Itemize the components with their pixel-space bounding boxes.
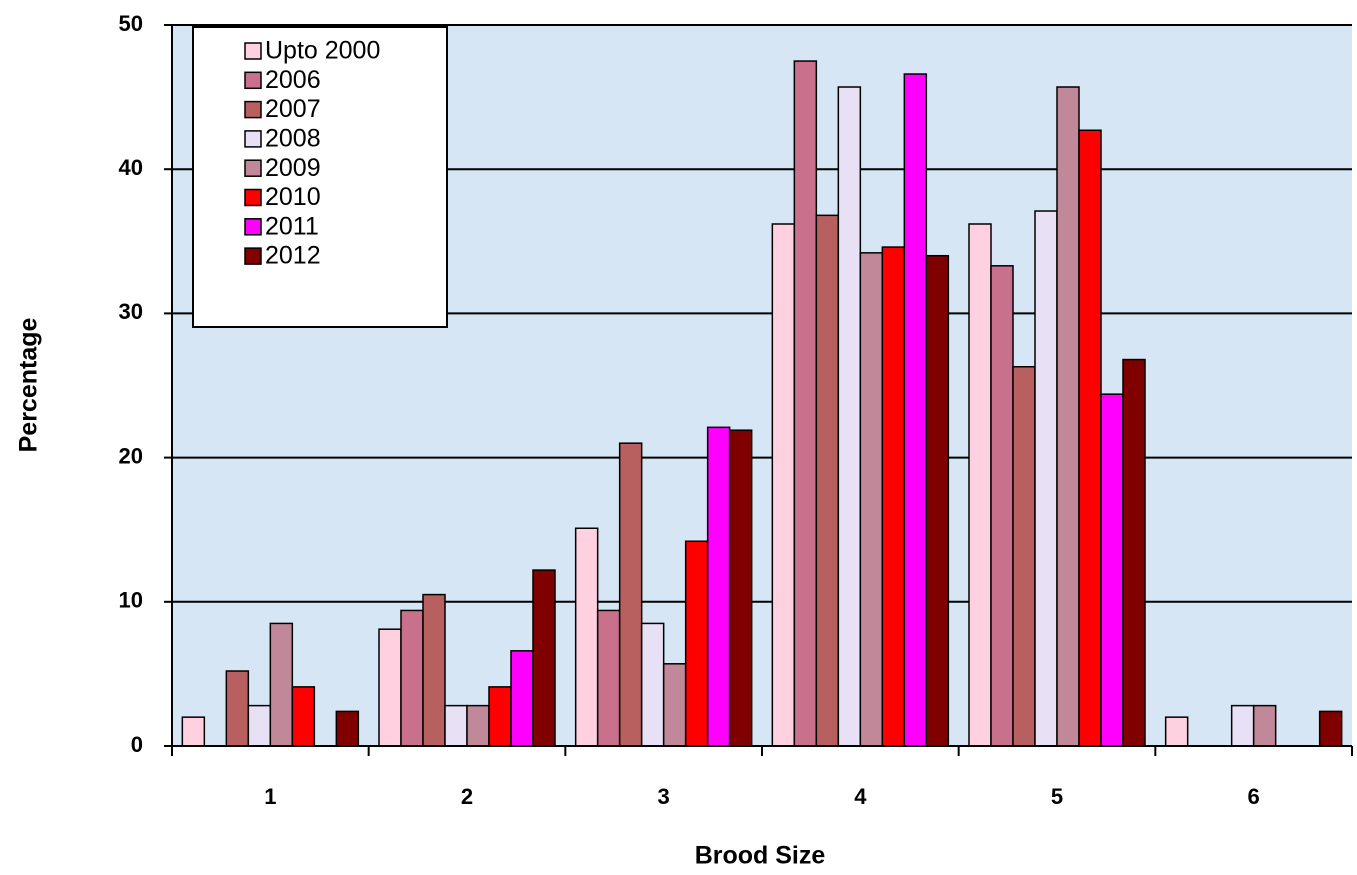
bar [859, 252, 884, 747]
bar [815, 214, 840, 747]
bar [925, 254, 950, 747]
bar [1318, 710, 1343, 747]
bar [335, 710, 360, 747]
legend-label: 2011 [265, 212, 319, 240]
bar [903, 73, 928, 747]
bar [1252, 704, 1277, 747]
bar [1100, 393, 1124, 747]
y-tick-label: 50 [119, 11, 143, 36]
x-tick-label: 1 [264, 784, 276, 809]
x-tick-label: 4 [854, 784, 867, 809]
legend-label: 2010 [265, 183, 321, 211]
legend-swatch [244, 100, 262, 119]
x-tick-label: 6 [1248, 784, 1260, 809]
bar [706, 426, 731, 747]
bar [1012, 366, 1036, 747]
legend-swatch [244, 130, 262, 148]
bar [990, 265, 1014, 747]
legend-label: 2012 [265, 242, 321, 270]
bar [181, 716, 206, 747]
y-tick-label: 30 [119, 299, 143, 324]
bar [400, 609, 424, 747]
legend-swatch [244, 42, 262, 60]
bar [378, 628, 402, 747]
bar [837, 86, 862, 747]
bar [728, 429, 753, 747]
bar [532, 569, 556, 747]
legend-label: 2009 [265, 154, 321, 182]
bar [684, 540, 709, 747]
bar [968, 223, 992, 747]
legend-label: 2007 [265, 95, 321, 123]
x-tick-label: 2 [461, 784, 473, 809]
bar [618, 442, 643, 747]
legend-swatch [244, 159, 262, 177]
y-axis-title: Percentage [15, 318, 43, 453]
bar [1230, 704, 1255, 747]
legend-label: Upto 2000 [265, 37, 380, 65]
y-tick-label: 10 [119, 588, 143, 613]
y-tick-label: 20 [119, 443, 143, 468]
bar [247, 704, 272, 747]
legend-label: 2008 [265, 125, 321, 153]
bar [1164, 716, 1189, 747]
x-tick-label: 5 [1051, 784, 1063, 809]
bar [574, 527, 599, 747]
bar [488, 686, 512, 747]
bar [1056, 86, 1080, 747]
x-axis-title: Brood Size [695, 842, 826, 870]
bar [640, 622, 665, 747]
y-tick-label: 0 [131, 732, 143, 757]
x-tick-label: 3 [658, 784, 670, 809]
bar [444, 704, 468, 747]
bar [291, 686, 316, 747]
legend-swatch [244, 218, 262, 236]
bar [662, 663, 687, 747]
legend-swatch [244, 71, 262, 90]
bar [510, 650, 534, 747]
legend-swatch [244, 188, 262, 207]
bar [1122, 358, 1146, 747]
y-tick-label: 40 [119, 155, 143, 180]
bar [793, 60, 818, 747]
bar [771, 223, 796, 747]
bar [225, 670, 250, 747]
legend-swatch [244, 247, 262, 265]
bar [466, 704, 490, 747]
bar [1034, 210, 1058, 747]
bar [1078, 129, 1102, 747]
bar [422, 593, 446, 747]
bar [269, 622, 294, 747]
bar [881, 246, 906, 747]
legend-label: 2006 [265, 66, 321, 94]
legend-box [192, 26, 448, 328]
bar [596, 609, 621, 747]
